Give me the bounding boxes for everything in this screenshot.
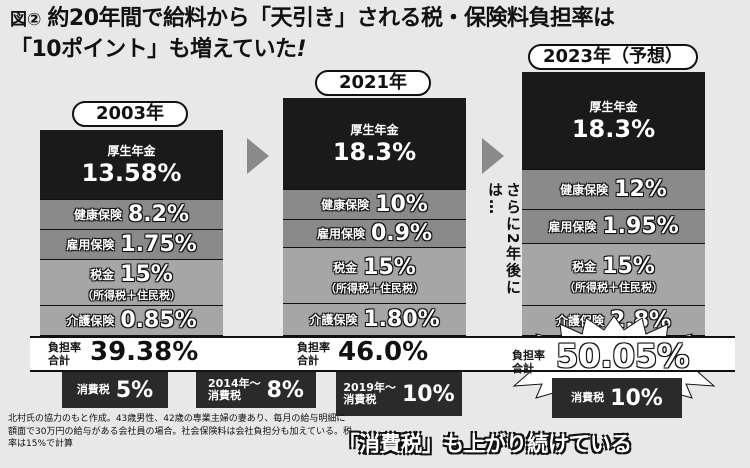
title-exclaim: ! (296, 37, 307, 62)
tax-label: 税金 (333, 261, 358, 275)
total-burden-bar (30, 336, 735, 372)
arrow-right-icon (247, 138, 269, 174)
segment-care-2003: 介護保険 0.85% (40, 306, 223, 336)
segment-pension-2021: 厚生年金 18.3% (283, 98, 466, 190)
employment-value: 1.95% (602, 214, 679, 239)
stacked-bar-2023: 厚生年金 18.3% 健康保険 12% 雇用保険 1.95% 税金 15% （所得… (522, 72, 705, 336)
pension-value: 13.58% (81, 159, 182, 187)
care-value: 0.85% (120, 308, 197, 333)
pension-label: 厚生年金 (107, 144, 156, 158)
total-label-2021: 負担率 合計 (297, 341, 330, 367)
care-value: 1.80% (363, 307, 440, 332)
title-line1: 約20年間で給料から「天引き」される税・保険料負担率は (47, 6, 615, 31)
tax-value: 15% (363, 255, 416, 280)
banner-text: 「消費税」も上がり続けている (338, 432, 632, 456)
total-label-2023: 負担率 合計 (512, 349, 545, 375)
tax-label: 税金 (572, 260, 597, 274)
year-label-2023: 2023年（予想） (528, 44, 698, 70)
tax-sub-label: （所得税＋住民税） (82, 289, 181, 302)
health-value: 12% (614, 177, 667, 202)
pension-label: 厚生年金 (589, 100, 638, 114)
employment-value: 1.75% (120, 232, 197, 257)
arrow-right-icon (482, 138, 504, 174)
pension-label: 厚生年金 (350, 123, 399, 137)
health-value: 8.2% (128, 202, 190, 227)
footnote: 北村氏の協力のもと作成。43歳男性、42歳の専業主婦の妻あり、毎月の給与明細に額… (8, 414, 353, 449)
segment-pension-2023: 厚生年金 18.3% (522, 72, 705, 170)
segment-tax-2023: 税金 15% （所得税＋住民税） (522, 244, 705, 306)
consumption-tax-2019: 2019年〜 消費税 10% (336, 372, 462, 416)
consumption-tax-2014: 2014年〜 消費税 8% (196, 372, 316, 408)
tax-value: 15% (120, 262, 173, 287)
segment-health-2021: 健康保険 10% (283, 190, 466, 220)
pension-value: 18.3% (332, 138, 417, 166)
tax-label: 税金 (90, 268, 115, 282)
segment-tax-2021: 税金 15% （所得税＋住民税） (283, 248, 466, 304)
segment-pension-2003: 厚生年金 13.58% (40, 130, 223, 200)
consumption-tax-2023: 消費税 10% (552, 378, 682, 418)
tax-sub-label: （所得税＋住民税） (325, 282, 424, 295)
health-label: 健康保険 (321, 198, 370, 212)
year-label-2021: 2021年 (315, 70, 431, 96)
tax-sub-label: （所得税＋住民税） (564, 281, 663, 294)
care-label: 介護保険 (309, 313, 358, 327)
segment-health-2003: 健康保険 8.2% (40, 200, 223, 230)
segment-care-2021: 介護保険 1.80% (283, 304, 466, 336)
consumption-tax-2003: 消費税 5% (62, 372, 168, 408)
health-value: 10% (375, 192, 428, 217)
employment-label: 雇用保険 (548, 220, 597, 234)
total-value-2023: 50.05% (556, 337, 690, 375)
health-label: 健康保険 (560, 183, 609, 197)
figure-badge: 図② (10, 10, 42, 30)
employment-label: 雇用保険 (66, 238, 115, 252)
pension-value: 18.3% (571, 115, 656, 143)
health-label: 健康保険 (73, 208, 122, 222)
side-note: さらに2年後には… (486, 182, 522, 297)
stacked-bar-2003: 厚生年金 13.58% 健康保険 8.2% 雇用保険 1.75% 税金 15% （… (40, 130, 223, 336)
total-value-2003: 39.38% (90, 337, 199, 367)
year-label-2003: 2003年 (72, 101, 188, 127)
tax-value: 15% (602, 254, 655, 279)
segment-employment-2023: 雇用保険 1.95% (522, 210, 705, 244)
segment-tax-2003: 税金 15% （所得税＋住民税） (40, 260, 223, 306)
total-value-2021: 46.0% (338, 337, 429, 367)
employment-label: 雇用保険 (316, 227, 365, 241)
chart-title: 図② 約20年間で給料から「天引き」される税・保険料負担率は 「10ポイント」も増… (10, 4, 615, 66)
employment-value: 0.9% (371, 221, 433, 246)
total-label-2003: 負担率 合計 (48, 341, 81, 367)
title-line2: 「10ポイント」も増えていた (10, 37, 297, 62)
care-label: 介護保険 (66, 314, 115, 328)
segment-employment-2021: 雇用保険 0.9% (283, 220, 466, 248)
segment-employment-2003: 雇用保険 1.75% (40, 230, 223, 260)
stacked-bar-2021: 厚生年金 18.3% 健康保険 10% 雇用保険 0.9% 税金 15% （所得税… (283, 98, 466, 336)
segment-health-2023: 健康保険 12% (522, 170, 705, 210)
